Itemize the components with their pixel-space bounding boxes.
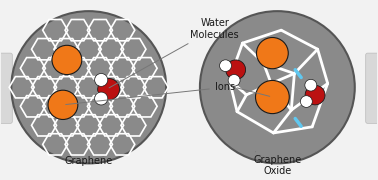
Text: Graphene: Graphene	[65, 156, 113, 166]
Circle shape	[94, 73, 108, 86]
Circle shape	[305, 85, 325, 105]
Circle shape	[301, 96, 312, 107]
Text: Water
Molecules: Water Molecules	[109, 18, 239, 88]
Circle shape	[98, 78, 119, 100]
Circle shape	[48, 90, 78, 120]
Circle shape	[200, 11, 355, 163]
Text: Graphene
Oxide: Graphene Oxide	[253, 152, 302, 176]
Circle shape	[256, 80, 289, 114]
FancyBboxPatch shape	[366, 53, 378, 123]
Circle shape	[257, 37, 288, 69]
Circle shape	[305, 79, 317, 91]
Text: Ions: Ions	[66, 82, 235, 105]
Circle shape	[226, 60, 246, 79]
Circle shape	[220, 60, 231, 71]
Circle shape	[94, 92, 108, 105]
Circle shape	[11, 11, 166, 163]
Circle shape	[228, 75, 240, 86]
FancyBboxPatch shape	[0, 53, 12, 123]
Circle shape	[52, 45, 82, 75]
